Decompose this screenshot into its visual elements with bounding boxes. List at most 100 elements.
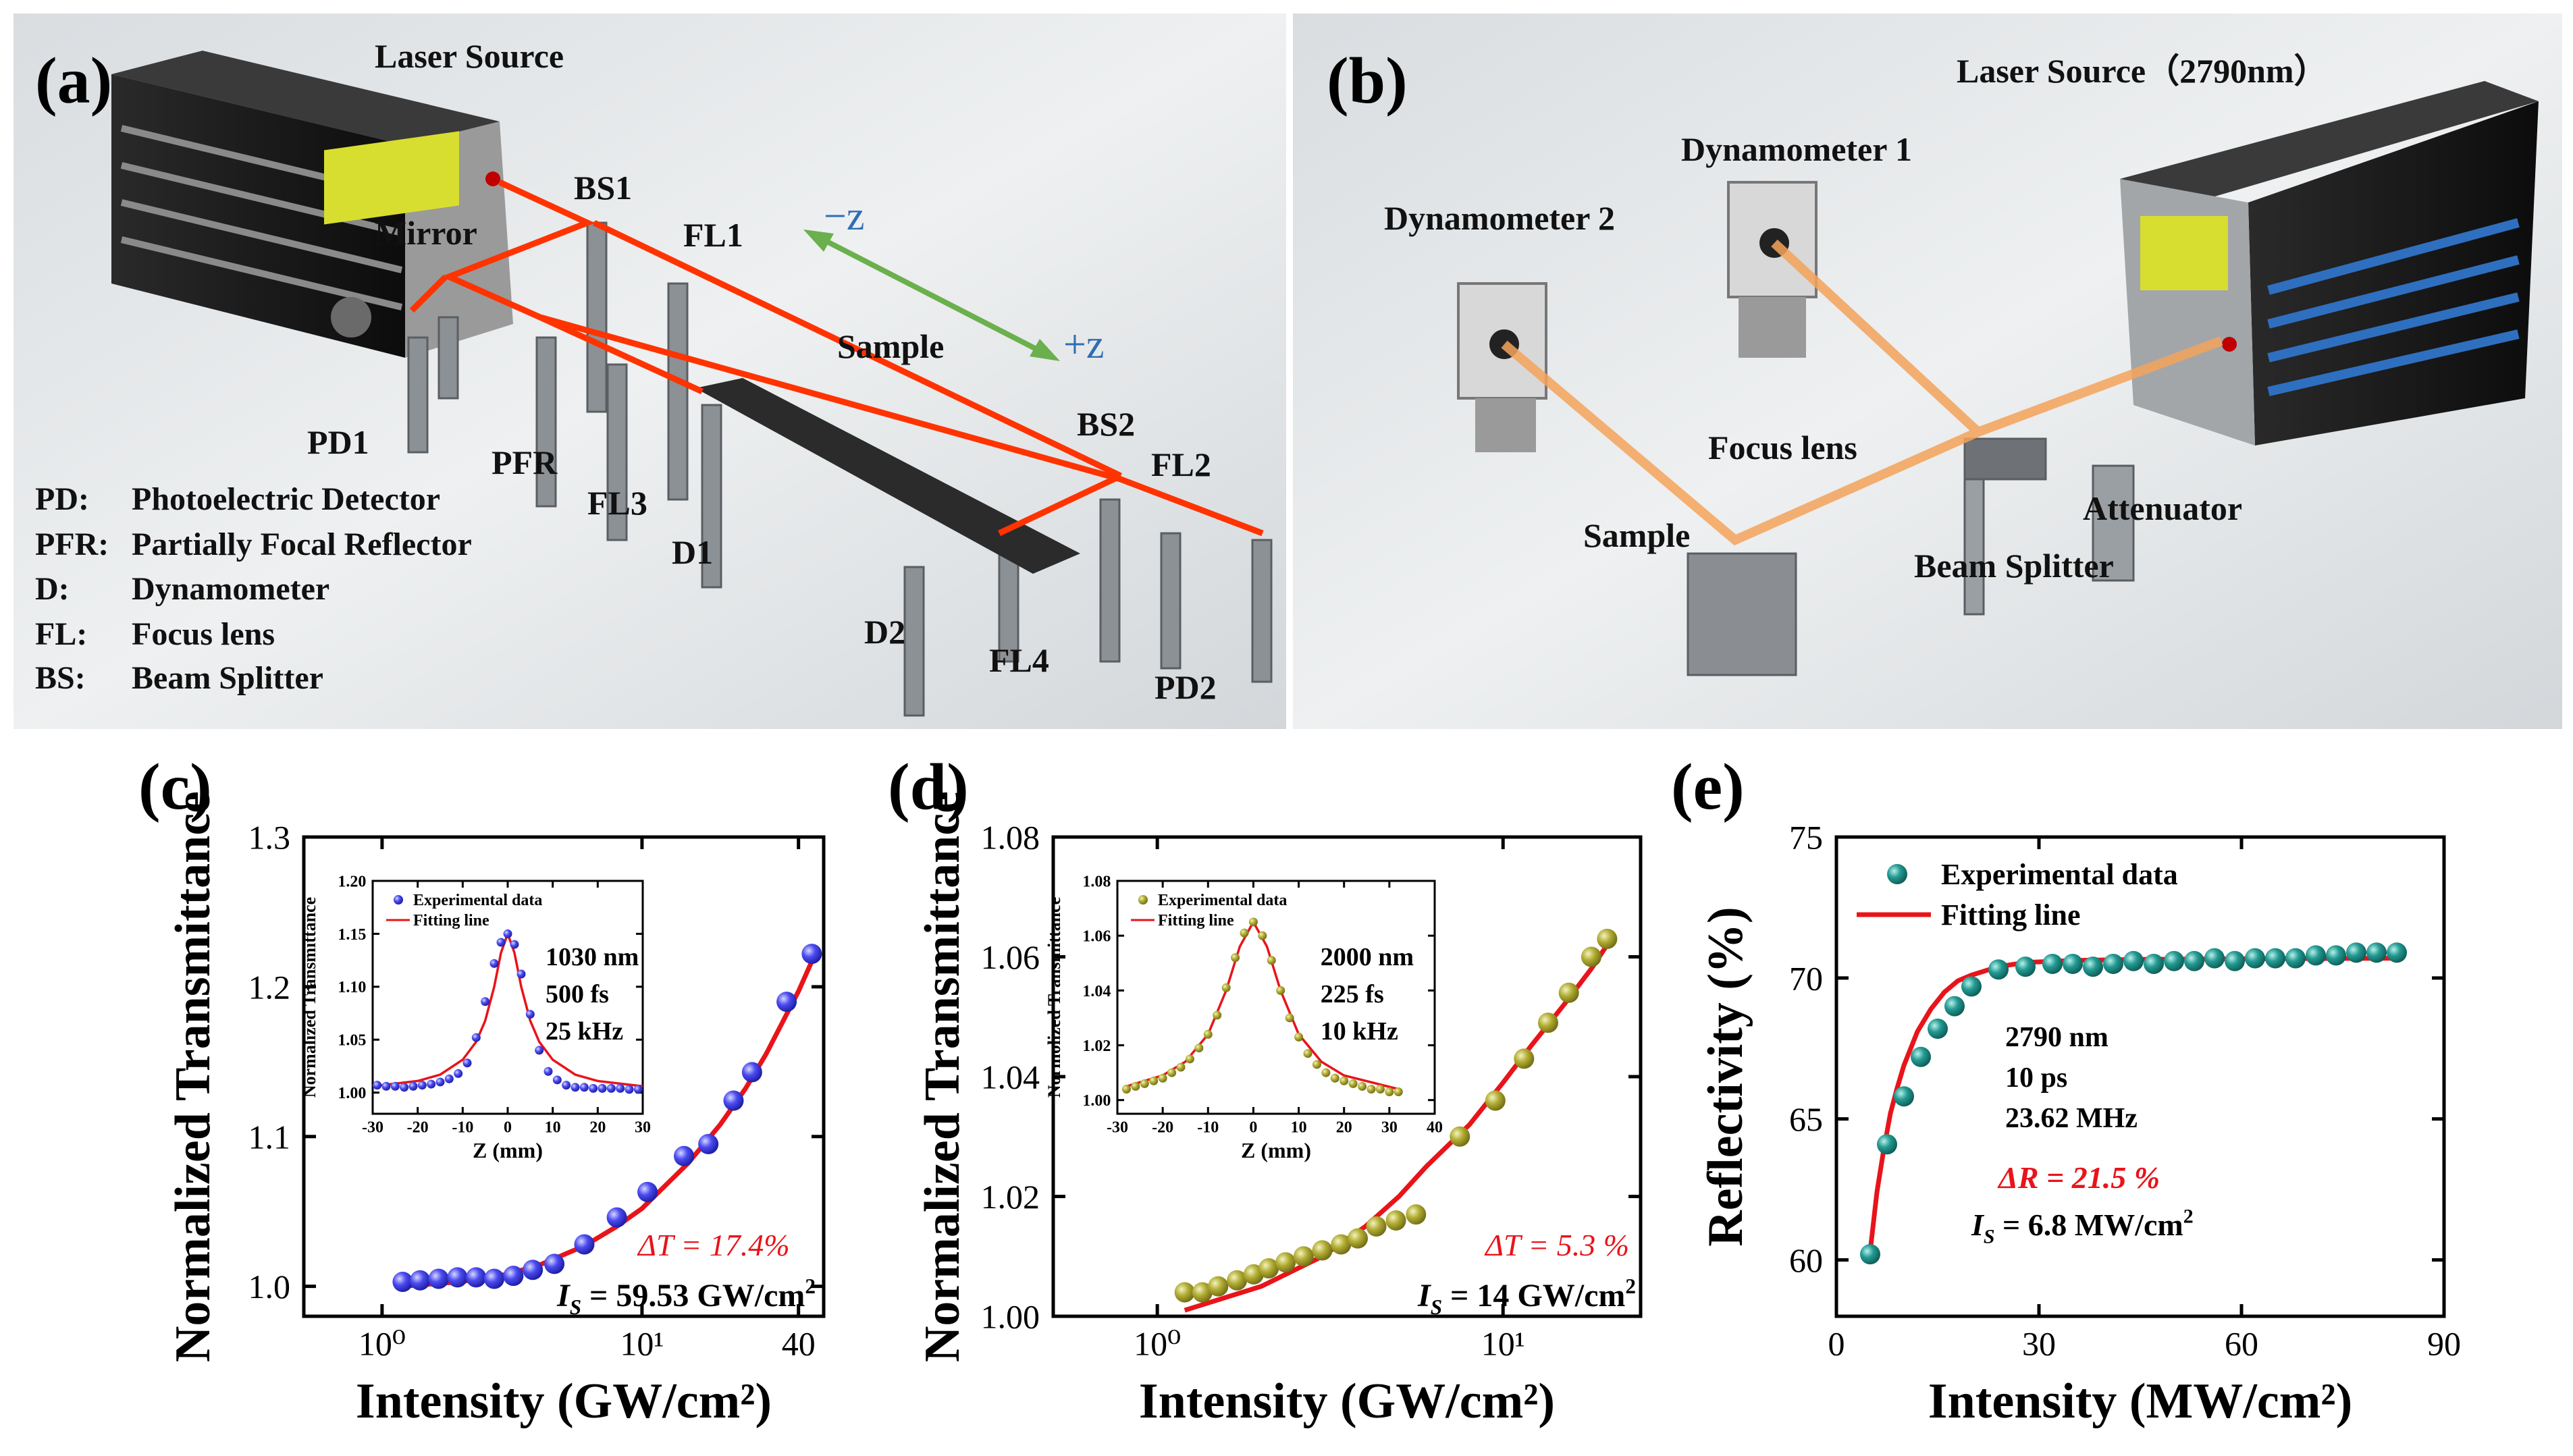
- y-tick-label: 1.1: [248, 1118, 291, 1156]
- y-tick-label: 1.00: [1082, 1092, 1111, 1110]
- inset-data-point: [435, 1077, 445, 1087]
- inset-data-point: [373, 1081, 382, 1090]
- data-point: [1312, 1240, 1333, 1261]
- legend-marker: [1887, 864, 1907, 884]
- inset-background: [373, 881, 643, 1114]
- x-tick-label: 10⁰: [359, 1325, 406, 1363]
- inset-data-point: [571, 1083, 580, 1092]
- inset-data-point: [1285, 1013, 1294, 1023]
- x-tick-label: 30: [2022, 1325, 2056, 1363]
- inset-data-point: [1312, 1060, 1321, 1069]
- x-tick-label: -10: [1197, 1119, 1219, 1137]
- data-point: [1514, 1048, 1535, 1069]
- label-pd2: PD2: [1155, 668, 1217, 706]
- y-tick-label: 1.04: [981, 1058, 1040, 1096]
- data-point: [637, 1181, 658, 1202]
- x-tick-label: 30: [635, 1119, 651, 1137]
- laser-source-2790-unit: [2120, 81, 2539, 446]
- dynamometer-heads: [1457, 181, 1818, 452]
- y-tick-label: 1.3: [248, 819, 291, 857]
- inset-y-label: Normolized Transmittance: [1044, 897, 1064, 1098]
- inset-data-point: [454, 1069, 463, 1078]
- y-axis-label: Reflectivity (%): [1698, 907, 1753, 1246]
- label-fl2: FL2: [1151, 446, 1211, 483]
- inset-data-point: [1248, 917, 1258, 927]
- legend-text-bs: Beam Splitter: [132, 660, 323, 696]
- data-point: [2265, 948, 2285, 969]
- inset-data-point: [606, 1083, 616, 1093]
- inset-data-point: [489, 959, 499, 968]
- inset-data-point: [400, 1083, 409, 1092]
- x-tick-label: 40: [782, 1325, 816, 1363]
- data-point: [2184, 950, 2204, 971]
- data-point: [1174, 1282, 1195, 1303]
- label-sample: Sample: [837, 327, 944, 365]
- laser-beam-paths: [409, 179, 1264, 537]
- inset-data-point: [562, 1081, 571, 1090]
- label-sample-b: Sample: [1583, 516, 1690, 554]
- inset-data-point: [1121, 1084, 1131, 1094]
- label-focus-lens: Focus lens: [1708, 429, 1857, 466]
- legend-abbr-pfr: PFR:: [35, 527, 109, 562]
- param-text: 2790 nm: [2005, 1022, 2108, 1053]
- inset-data-point: [543, 1067, 553, 1076]
- inset-x-label: Z (mm): [1241, 1138, 1311, 1162]
- label-laser-source-2790: Laser Source（2790nm）: [1957, 52, 2328, 90]
- label-dynamometer-2: Dynamometer 2: [1384, 199, 1615, 237]
- data-point: [1558, 982, 1579, 1003]
- data-point: [674, 1145, 695, 1166]
- x-tick-label: 0: [1828, 1325, 1845, 1363]
- x-tick-label: 60: [2225, 1325, 2258, 1363]
- inset-legend-fit: Fitting line: [413, 912, 489, 929]
- inset-legend-marker: [1138, 895, 1148, 905]
- data-point: [2306, 945, 2326, 966]
- legend-abbr-pd: PD:: [35, 481, 89, 517]
- label-bs1: BS1: [574, 169, 632, 207]
- plot-frame: [1834, 835, 2446, 1318]
- data-point: [1385, 1210, 1406, 1231]
- x-tick-label: 40: [1427, 1119, 1443, 1137]
- label-attenuator: Attenuator: [2083, 489, 2242, 527]
- inset-data-point: [1176, 1062, 1186, 1072]
- data-point: [2103, 953, 2123, 974]
- inset-data-point: [1276, 986, 1285, 995]
- inset-param: 225 fs: [1321, 980, 1384, 1008]
- delta-t-annotation: ΔT = 5.3 %: [1484, 1228, 1629, 1262]
- inset-data-point: [1185, 1054, 1194, 1064]
- inset-data-point: [1394, 1087, 1403, 1097]
- inset-y-label: Normalized Transmittance: [300, 897, 319, 1098]
- data-point: [428, 1268, 449, 1289]
- data-point: [392, 1271, 413, 1292]
- saturation-intensity: IS = 6.8 MW/cm2: [1971, 1206, 2194, 1248]
- y-tick-label: 1.0: [248, 1268, 291, 1305]
- data-point: [2164, 950, 2184, 971]
- inset-data-point: [444, 1074, 454, 1083]
- data-point: [1860, 1244, 1880, 1265]
- data-point: [723, 1090, 744, 1111]
- x-tick-label: 0: [1249, 1119, 1257, 1137]
- x-tick-label: 30: [1381, 1119, 1398, 1137]
- data-point: [2285, 948, 2306, 969]
- inset-data-point: [510, 940, 519, 949]
- inset-legend-marker: [394, 895, 403, 905]
- plot-frame: [302, 835, 826, 1318]
- delta-r-annotation: ΔR = 21.5 %: [1997, 1160, 2160, 1195]
- inset-data-point: [552, 1075, 562, 1085]
- data-point: [801, 944, 822, 965]
- data-point: [1537, 1013, 1558, 1033]
- data-point: [2245, 948, 2265, 969]
- inset-data-point: [381, 1081, 391, 1091]
- x-tick-label: 20: [1336, 1119, 1352, 1137]
- inset-data-point: [462, 1058, 472, 1068]
- inset-data-point: [1158, 1073, 1167, 1083]
- chart-d-transmittance-2000nm: 10⁰ 10¹ 1.00 1.02 1.04 1.06 1.08 (d) Intensity (…: [888, 751, 1643, 1429]
- y-tick-label: 1.00: [981, 1298, 1040, 1336]
- data-point: [1894, 1086, 1914, 1107]
- inset-data-point: [1321, 1068, 1331, 1077]
- inset-data-point: [1385, 1087, 1394, 1097]
- inset-data-point: [1258, 931, 1267, 940]
- inset-data-point: [1140, 1079, 1149, 1088]
- label-laser-source: Laser Source: [375, 37, 564, 75]
- label-fl3: FL3: [587, 484, 647, 522]
